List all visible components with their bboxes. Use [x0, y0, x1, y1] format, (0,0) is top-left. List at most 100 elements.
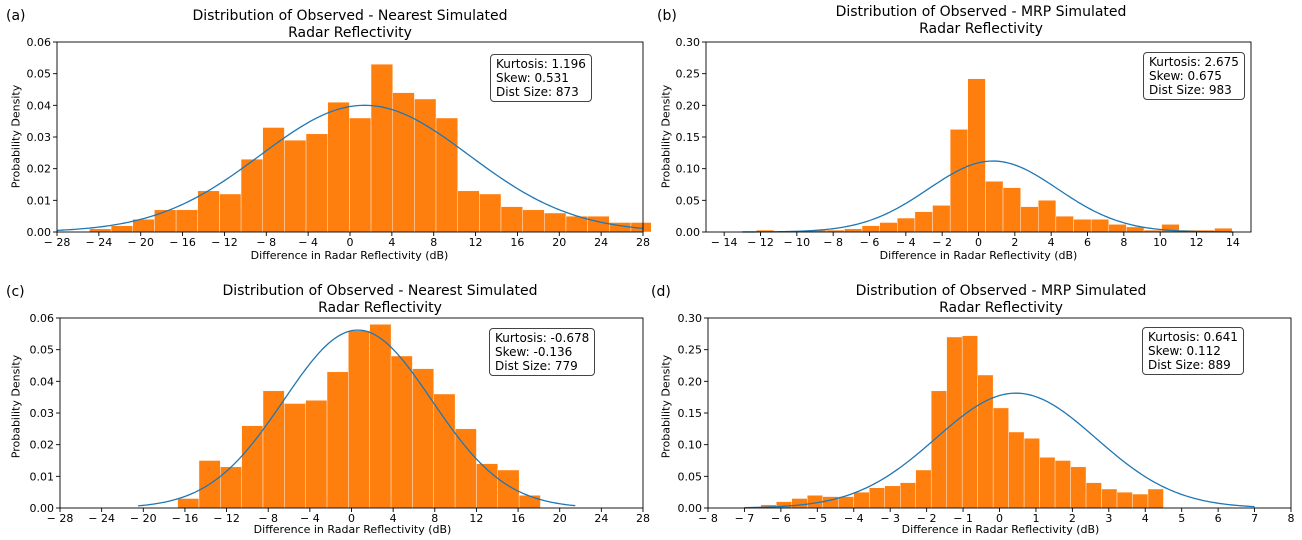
histogram-bar: [932, 205, 951, 233]
histogram-bar: [992, 407, 1009, 509]
histogram-bar: [1073, 219, 1092, 233]
histogram-bar: [1147, 488, 1164, 509]
histogram-bar: [414, 98, 437, 233]
x-tick-label: 0: [348, 512, 355, 525]
x-tick-label: 1: [1032, 512, 1039, 525]
x-tick-label: − 3: [880, 512, 900, 525]
histogram-bar: [587, 215, 610, 233]
histogram-bar: [305, 133, 328, 233]
histogram-bar: [915, 469, 932, 509]
x-tick-label: − 16: [172, 512, 199, 525]
histogram-bar: [284, 139, 307, 233]
histogram-bar: [219, 193, 242, 233]
histogram-bar: [1132, 493, 1149, 509]
x-tick-label: − 24: [85, 236, 112, 249]
x-tick-label: 24: [594, 512, 608, 525]
x-tick-label: 8: [1288, 512, 1295, 525]
stats-box: Kurtosis: 1.196 Skew: 0.531 Dist Size: 8…: [490, 54, 592, 102]
x-tick-label: 28: [636, 236, 650, 249]
x-tick-label: 28: [636, 512, 650, 525]
x-tick-label: 3: [1105, 512, 1112, 525]
histogram-bar: [241, 425, 264, 509]
stat-skew: Skew: 0.112: [1148, 344, 1221, 358]
stat-dist-size: Dist Size: 889: [1148, 358, 1231, 372]
histogram-bar: [154, 209, 177, 233]
x-tick-label: − 4: [844, 512, 864, 525]
y-tick-label: 0.05: [27, 68, 52, 81]
histogram-bar: [791, 498, 808, 509]
normal-fit-curve: [744, 392, 1255, 509]
y-tick-label: 0.06: [30, 312, 55, 325]
x-tick-label: 16: [510, 236, 524, 249]
x-tick-label: 12: [469, 236, 483, 249]
chart-title-line1: Distribution of Observed - Nearest Simul…: [192, 8, 508, 24]
y-tick-label: 0.20: [678, 375, 703, 388]
y-tick-label: 0.06: [27, 36, 52, 49]
histogram-bar: [869, 487, 885, 509]
stat-kurtosis: Kurtosis: 2.675: [1149, 55, 1239, 69]
x-tick-label: 2: [1069, 512, 1076, 525]
histogram-bar: [967, 78, 986, 233]
stats-box: Kurtosis: 2.675 Skew: 0.675 Dist Size: 9…: [1143, 52, 1245, 100]
histogram-bar: [844, 228, 863, 233]
normal-fit-curve: [138, 329, 576, 507]
histogram-bar: [985, 181, 1004, 233]
stat-skew: Skew: 0.675: [1149, 69, 1222, 83]
histogram-bar: [1090, 219, 1109, 233]
x-tick-label: − 6: [860, 236, 880, 249]
chart-title-line1: Distribution of Observed - MRP Simulated: [835, 4, 1127, 20]
x-tick-label: − 1: [953, 512, 973, 525]
x-axis-label: Difference in Radar Reflectivity (dB): [901, 523, 1100, 536]
chart-title-line1: Distribution of Observed - Nearest Simul…: [222, 283, 538, 299]
histogram-bar: [1101, 488, 1118, 509]
histogram-bar: [327, 101, 350, 233]
y-tick-label: 0.05: [678, 470, 703, 483]
x-tick-label: 12: [1190, 236, 1204, 249]
histogram-bar: [500, 206, 523, 233]
panel-label: (a): [6, 8, 26, 24]
panel-label: (b): [657, 8, 677, 24]
histogram-bar: [1055, 215, 1074, 233]
y-tick-label: 0.25: [678, 344, 703, 357]
histogram-bar: [390, 355, 413, 509]
chart-title: Distribution of Observed - MRP Simulated…: [691, 4, 1271, 38]
y-tick-label: 0.03: [27, 131, 52, 144]
histogram-bar: [497, 469, 520, 509]
panel-a: − 28 − 24 − 20 − 16 − 12 − 8 − 4 0 4 8 12 16 20 24 28 0…: [0, 0, 651, 270]
chart-title-line2: Radar Reflectivity: [919, 21, 1043, 37]
y-axis-label: Probability Density: [9, 354, 23, 459]
x-tick-label: − 14: [711, 236, 738, 249]
x-tick-label: 14: [1226, 236, 1240, 249]
y-tick-label: 0.00: [27, 226, 52, 239]
x-tick-label: 8: [1120, 236, 1127, 249]
x-tick-label: − 10: [783, 236, 810, 249]
histogram-bar: [433, 393, 456, 509]
histogram-bar: [197, 190, 220, 233]
histogram-bar: [1070, 466, 1087, 509]
histogram-bar: [175, 209, 198, 233]
x-tick-label: − 20: [130, 512, 157, 525]
x-tick-label: − 12: [747, 236, 774, 249]
histogram-bar: [1054, 460, 1071, 509]
x-tick-label: 20: [552, 236, 566, 249]
x-tick-label: − 28: [44, 236, 71, 249]
histogram-bar: [853, 491, 870, 509]
histogram-bar: [177, 498, 200, 509]
x-tick-label: 0: [975, 236, 982, 249]
y-tick-label: 0.30: [676, 36, 701, 49]
x-tick-label: 7: [1251, 512, 1258, 525]
y-tick-label: 0.01: [27, 194, 52, 207]
x-tick-label: − 4: [300, 512, 320, 525]
x-axis-label: Difference in Radar Reflectivity (dB): [250, 249, 449, 262]
histogram-bar: [949, 129, 968, 233]
x-tick-label: − 5: [807, 512, 827, 525]
histogram-bar: [284, 403, 306, 509]
y-tick-label: 0.30: [678, 312, 703, 325]
x-tick-label: 0: [996, 512, 1003, 525]
chart-c: − 28 − 24 − 20 − 16 − 12 − 8 − 4 0 4 8 12 16 20 24 28 0…: [30, 312, 651, 525]
x-tick-label: 16: [511, 512, 525, 525]
stat-kurtosis: Kurtosis: -0.678: [495, 331, 590, 345]
histogram-bar: [457, 190, 480, 233]
chart-title-line2: Radar Reflectivity: [939, 300, 1063, 316]
stats-box: Kurtosis: 0.641 Skew: 0.112 Dist Size: 8…: [1142, 327, 1244, 375]
